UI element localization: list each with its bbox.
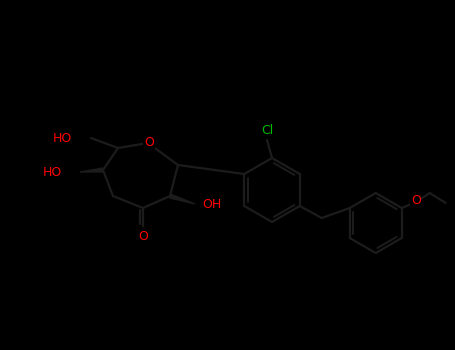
Polygon shape xyxy=(80,168,103,172)
Text: OH: OH xyxy=(202,197,221,210)
Text: O: O xyxy=(138,230,148,243)
Text: HO: HO xyxy=(53,132,72,145)
Text: Cl: Cl xyxy=(261,124,273,136)
Text: HO: HO xyxy=(43,166,62,178)
Polygon shape xyxy=(169,194,195,204)
Text: O: O xyxy=(144,135,154,148)
Text: O: O xyxy=(411,194,420,206)
